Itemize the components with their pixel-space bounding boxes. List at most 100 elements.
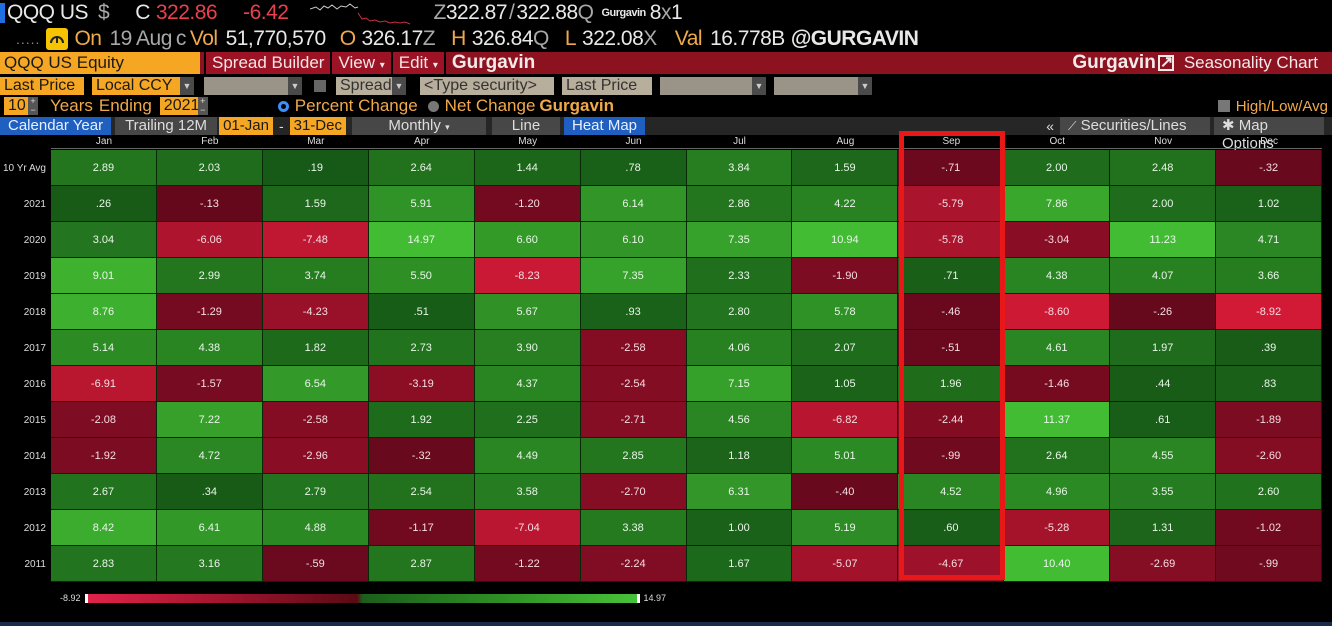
heatmap-cell[interactable]: 2.87 xyxy=(368,546,475,582)
heatmap-cell[interactable]: 4.37 xyxy=(474,366,581,402)
heatmap-cell[interactable]: 10.94 xyxy=(792,222,899,258)
heatmap-cell[interactable]: -1.89 xyxy=(1216,402,1323,438)
heatmap-cell[interactable]: 4.22 xyxy=(792,186,899,222)
heatmap-cell[interactable]: 2.89 xyxy=(51,150,157,186)
heatmap-cell[interactable]: .60 xyxy=(898,510,1005,546)
spread-selector[interactable]: Spread xyxy=(336,77,392,95)
heatmap-cell[interactable]: -3.04 xyxy=(1004,222,1111,258)
heatmap-cell[interactable]: 3.04 xyxy=(51,222,157,258)
heatmap-cell[interactable]: 1.18 xyxy=(686,438,793,474)
heatmap-cell[interactable]: -3.19 xyxy=(368,366,475,402)
heatmap-cell[interactable]: 1.05 xyxy=(792,366,899,402)
heatmap-cell[interactable]: 7.35 xyxy=(580,258,687,294)
heatmap-cell[interactable]: -2.71 xyxy=(580,402,687,438)
heatmap-cell[interactable]: 1.59 xyxy=(792,150,899,186)
heatmap-cell[interactable]: -2.96 xyxy=(262,438,369,474)
heatmap-cell[interactable]: -4.23 xyxy=(262,294,369,330)
years-count-input[interactable]: 10 xyxy=(4,97,28,115)
heatmap-cell[interactable]: 4.38 xyxy=(156,330,263,366)
high-low-avg-checkbox[interactable] xyxy=(1217,100,1230,112)
heatmap-cell[interactable]: -8.92 xyxy=(1216,294,1323,330)
start-date-input[interactable]: 01-Jan xyxy=(219,117,273,135)
empty-dropdown-icon-3[interactable]: ▼ xyxy=(858,77,872,95)
heatmap-cell[interactable]: -7.04 xyxy=(474,510,581,546)
heatmap-cell[interactable]: .61 xyxy=(1110,402,1217,438)
heatmap-cell[interactable]: 2.54 xyxy=(368,474,475,510)
tab-trailing-12m[interactable]: Trailing 12M xyxy=(115,117,218,135)
heatmap-cell[interactable]: 4.55 xyxy=(1110,438,1217,474)
heatmap-cell[interactable]: -1.90 xyxy=(792,258,899,294)
gauge-icon[interactable] xyxy=(46,28,69,50)
heatmap-cell[interactable]: 2.79 xyxy=(262,474,369,510)
heatmap-cell[interactable]: 3.58 xyxy=(474,474,581,510)
heatmap-cell[interactable]: 2.60 xyxy=(1216,474,1323,510)
heatmap-cell[interactable]: 2.33 xyxy=(686,258,793,294)
heatmap-cell[interactable]: 2.64 xyxy=(368,150,475,186)
heatmap-cell[interactable]: 3.66 xyxy=(1216,258,1323,294)
heatmap-cell[interactable]: 2.67 xyxy=(51,474,157,510)
heatmap-cell[interactable]: -.13 xyxy=(156,186,263,222)
currency-selector[interactable]: Local CCY xyxy=(92,77,180,95)
heatmap-cell[interactable]: -1.57 xyxy=(156,366,263,402)
heatmap-cell[interactable]: 4.96 xyxy=(1004,474,1111,510)
empty-selector-1[interactable] xyxy=(204,77,288,95)
heatmap-cell[interactable]: 2.73 xyxy=(368,330,475,366)
heatmap-cell[interactable]: -4.67 xyxy=(898,546,1005,582)
heatmap-cell[interactable]: 1.00 xyxy=(686,510,793,546)
heatmap-cell[interactable]: -.32 xyxy=(368,438,475,474)
heatmap-cell[interactable]: 5.78 xyxy=(792,294,899,330)
heatmap-cell[interactable]: 2.25 xyxy=(474,402,581,438)
heatmap-cell[interactable]: 6.10 xyxy=(580,222,687,258)
heatmap-cell[interactable]: -8.60 xyxy=(1004,294,1111,330)
heatmap-cell[interactable]: 5.01 xyxy=(792,438,899,474)
end-date-input[interactable]: 31-Dec xyxy=(289,117,346,135)
heatmap-cell[interactable]: -1.20 xyxy=(474,186,581,222)
heatmap-cell[interactable]: 2.80 xyxy=(686,294,793,330)
heatmap-cell[interactable]: -1.29 xyxy=(156,294,263,330)
empty-dropdown-icon-1[interactable]: ▼ xyxy=(288,77,302,95)
securities-lines-button[interactable]: ⟋ Securities/Lines xyxy=(1060,117,1210,135)
heatmap-cell[interactable]: .39 xyxy=(1216,330,1323,366)
heatmap-cell[interactable]: 11.23 xyxy=(1110,222,1217,258)
heatmap-cell[interactable]: 1.59 xyxy=(262,186,369,222)
heatmap-cell[interactable]: 2.83 xyxy=(51,546,157,582)
heatmap-cell[interactable]: 3.90 xyxy=(474,330,581,366)
heatmap-cell[interactable]: 2.86 xyxy=(686,186,793,222)
empty-selector-2[interactable] xyxy=(660,77,752,95)
heatmap-cell[interactable]: -.99 xyxy=(1216,546,1323,582)
heatmap-cell[interactable]: 11.37 xyxy=(1004,402,1111,438)
heatmap-cell[interactable]: 3.16 xyxy=(156,546,263,582)
heatmap-cell[interactable]: -5.28 xyxy=(1004,510,1111,546)
view-menu[interactable]: View ▾ xyxy=(330,52,391,74)
heatmap-cell[interactable]: 4.06 xyxy=(686,330,793,366)
heatmap-cell[interactable]: 4.71 xyxy=(1216,222,1323,258)
collapse-icon[interactable]: « xyxy=(1046,118,1054,134)
heatmap-cell[interactable]: -1.02 xyxy=(1216,510,1323,546)
heatmap-cell[interactable]: -6.82 xyxy=(792,402,899,438)
heatmap-cell[interactable]: 1.02 xyxy=(1216,186,1323,222)
heatmap-cell[interactable]: -2.24 xyxy=(580,546,687,582)
heatmap-cell[interactable]: .83 xyxy=(1216,366,1323,402)
heatmap-cell[interactable]: -1.17 xyxy=(368,510,475,546)
heatmap-cell[interactable]: .51 xyxy=(368,294,475,330)
heatmap-cell[interactable]: 2.03 xyxy=(156,150,263,186)
heatmap-cell[interactable]: 4.56 xyxy=(686,402,793,438)
heatmap-cell[interactable]: -2.54 xyxy=(580,366,687,402)
heatmap-cell[interactable]: 4.49 xyxy=(474,438,581,474)
frequency-dropdown[interactable]: Monthly ▾ xyxy=(351,117,486,135)
years-stepper[interactable]: + − xyxy=(28,97,38,115)
heatmap-cell[interactable]: -1.22 xyxy=(474,546,581,582)
heatmap-cell[interactable]: -.59 xyxy=(262,546,369,582)
heatmap-cell[interactable]: -6.06 xyxy=(156,222,263,258)
increment-icon[interactable]: + xyxy=(30,96,36,106)
heatmap-cell[interactable]: -5.07 xyxy=(792,546,899,582)
heatmap-cell[interactable]: -.46 xyxy=(898,294,1005,330)
heatmap-cell[interactable]: 4.61 xyxy=(1004,330,1111,366)
heatmap-cell[interactable]: -2.44 xyxy=(898,402,1005,438)
heatmap-cell[interactable]: 6.14 xyxy=(580,186,687,222)
type-security-input[interactable]: <Type security> xyxy=(420,77,554,95)
heatmap-cell[interactable]: -.40 xyxy=(792,474,899,510)
heatmap-cell[interactable]: 1.31 xyxy=(1110,510,1217,546)
heatmap-cell[interactable]: 2.48 xyxy=(1110,150,1217,186)
heatmap-cell[interactable]: 5.67 xyxy=(474,294,581,330)
